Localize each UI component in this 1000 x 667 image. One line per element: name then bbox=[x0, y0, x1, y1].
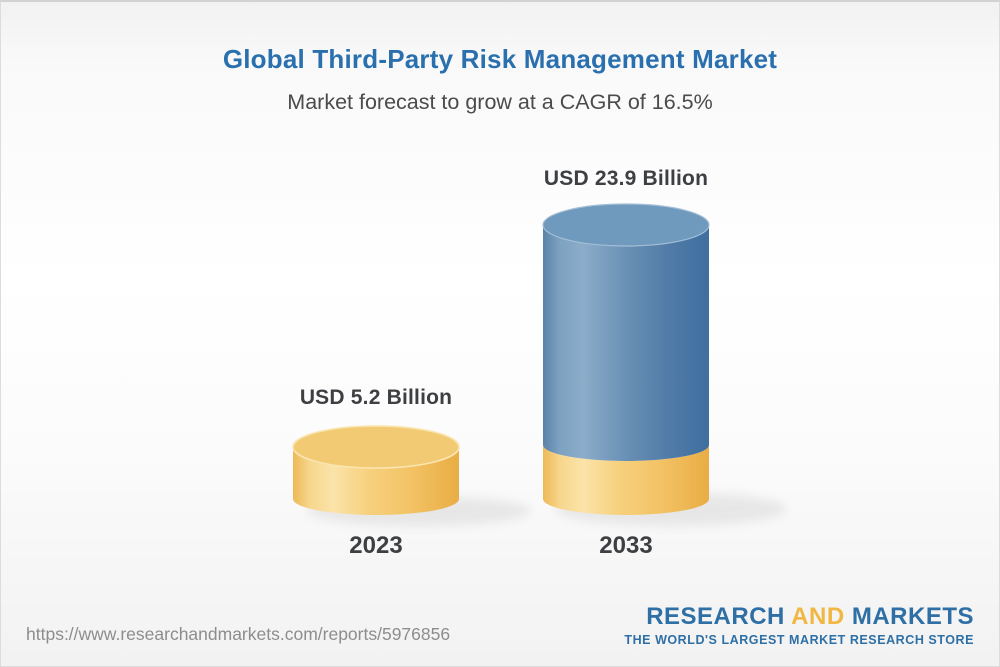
research-and-markets-logo: RESEARCH AND MARKETS THE WORLD'S LARGEST… bbox=[624, 603, 974, 648]
value-label-2033: USD 23.9 Billion bbox=[543, 167, 709, 190]
cylinder-2033 bbox=[542, 203, 710, 515]
logo-word-markets: MARKETS bbox=[851, 603, 974, 630]
cylinder-2033-body bbox=[543, 225, 709, 461]
chart-title: Global Third-Party Risk Management Marke… bbox=[222, 44, 778, 74]
logo-wordmark: RESEARCH AND MARKETS bbox=[624, 603, 974, 630]
year-label-2023: 2023 bbox=[349, 532, 403, 559]
cylinder-2023-body bbox=[293, 447, 459, 515]
chart-subtitle: Market forecast to grow at a CAGR of 16.… bbox=[287, 90, 713, 114]
value-label-2023: USD 5.2 Billion bbox=[299, 386, 453, 409]
cylinder-2023 bbox=[292, 425, 460, 515]
logo-word-and: AND bbox=[791, 603, 845, 630]
report-url: https://www.researchandmarkets.com/repor… bbox=[26, 624, 451, 644]
logo-tagline: THE WORLD'S LARGEST MARKET RESEARCH STOR… bbox=[624, 633, 974, 648]
cylinder-2033-base-segment bbox=[543, 445, 709, 515]
cylinder-2023-top bbox=[292, 425, 460, 469]
year-label-2033: 2033 bbox=[599, 532, 653, 559]
logo-word-research: RESEARCH bbox=[646, 603, 785, 630]
cylinder-2033-top bbox=[542, 203, 710, 247]
